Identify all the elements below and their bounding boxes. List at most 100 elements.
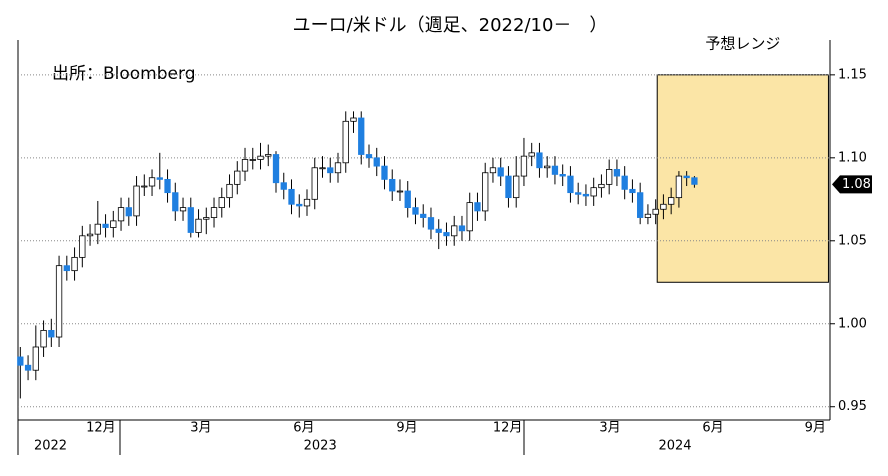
candle-body — [141, 185, 148, 188]
candle-body — [280, 182, 287, 190]
candle-body — [590, 187, 597, 197]
candle-body — [652, 208, 659, 215]
forecast-label: 予想レンジ — [705, 35, 780, 53]
candle-body — [187, 207, 194, 233]
candle-body — [598, 183, 605, 189]
candle-body — [257, 155, 264, 160]
candle-body — [226, 183, 233, 199]
candle-body — [40, 329, 47, 348]
candle-body — [203, 217, 210, 220]
candle-body — [358, 117, 365, 155]
candle-body — [334, 162, 342, 174]
candle-body — [691, 177, 698, 185]
candle-body — [458, 225, 466, 232]
candle-body — [55, 265, 63, 338]
candle-body — [389, 178, 396, 192]
x-tick-label: 9月 — [805, 421, 826, 436]
year-label: 2024 — [658, 439, 691, 454]
y-tick-label: 0.95 — [838, 399, 867, 414]
x-tick-label: 12月 — [86, 421, 116, 436]
candle-body — [474, 202, 481, 212]
candle-body — [303, 198, 311, 207]
last-price-label: 1.08 — [842, 177, 871, 192]
candle-body — [79, 235, 86, 258]
x-tick-label: 6月 — [702, 421, 723, 436]
y-tick-label: 1.10 — [838, 150, 867, 165]
candle-body — [528, 152, 535, 157]
candle-body — [443, 232, 450, 237]
candle-body — [505, 175, 512, 199]
candle-body — [482, 172, 489, 212]
candle-body — [420, 213, 427, 218]
candle-body — [265, 154, 272, 157]
candle-body — [249, 159, 256, 161]
source: 出所：Bloomberg — [52, 64, 195, 84]
candle-body — [381, 165, 388, 180]
y-tick-label: 1.15 — [838, 67, 867, 82]
candle-body — [644, 213, 652, 218]
candle-body — [404, 190, 411, 208]
candle-body — [179, 207, 187, 212]
candle-body — [63, 265, 70, 272]
candle-body — [241, 159, 249, 172]
year-label: 2023 — [304, 439, 337, 454]
candle-body — [451, 225, 458, 237]
candle-body — [48, 329, 55, 338]
x-tick-label: 9月 — [396, 421, 417, 436]
candle-body — [575, 192, 582, 195]
candle-body — [125, 207, 132, 217]
candle-body — [195, 218, 202, 233]
chart-title: ユーロ/米ドル（週足、2022/10－ ） — [293, 15, 608, 36]
candle-body — [71, 256, 78, 272]
candle-body — [296, 203, 303, 207]
candle-body — [551, 165, 559, 175]
last-price-tag — [832, 175, 872, 194]
candle-body — [133, 185, 140, 217]
candle-body — [520, 155, 528, 177]
candle-body — [210, 207, 218, 218]
candle-body — [613, 169, 621, 177]
candle-body — [675, 175, 683, 199]
candle-body — [396, 190, 404, 193]
candle-body — [156, 177, 163, 180]
candle-body — [164, 178, 171, 194]
candle-body — [342, 120, 349, 164]
candle-body — [621, 175, 628, 190]
candle-body — [683, 175, 690, 179]
candle-body — [497, 167, 504, 177]
candle-body — [513, 175, 520, 199]
candle-body — [536, 152, 543, 169]
candle-body — [319, 167, 326, 170]
candle-body — [288, 188, 295, 205]
candle-body — [327, 167, 334, 174]
candle-body — [172, 192, 179, 212]
candle-body — [427, 217, 435, 230]
candle-body — [365, 154, 373, 159]
x-tick-label: 12月 — [493, 421, 523, 436]
candle-body — [17, 356, 24, 366]
candle-body — [668, 197, 675, 205]
candle-body — [148, 177, 156, 187]
candle-body — [606, 169, 613, 185]
candle-body — [559, 174, 566, 177]
candle-body — [637, 192, 644, 218]
candle-body — [350, 117, 357, 122]
candle-body — [544, 165, 551, 169]
candle-body — [435, 228, 442, 233]
candle-body — [94, 223, 101, 235]
candle-body — [24, 364, 32, 371]
candle-body — [412, 207, 419, 215]
candle-body — [489, 167, 497, 174]
candle-body — [311, 167, 318, 200]
candle-body — [373, 157, 380, 167]
candle-body — [567, 175, 574, 194]
candle-body — [234, 170, 241, 185]
candle-body — [629, 188, 636, 194]
candle-body — [117, 207, 125, 222]
candle-body — [582, 193, 590, 197]
y-tick-label: 1.05 — [838, 233, 867, 248]
candle-body — [218, 197, 225, 208]
year-label: 2022 — [34, 439, 67, 454]
candle-body — [86, 233, 94, 237]
candle-body — [466, 202, 473, 232]
